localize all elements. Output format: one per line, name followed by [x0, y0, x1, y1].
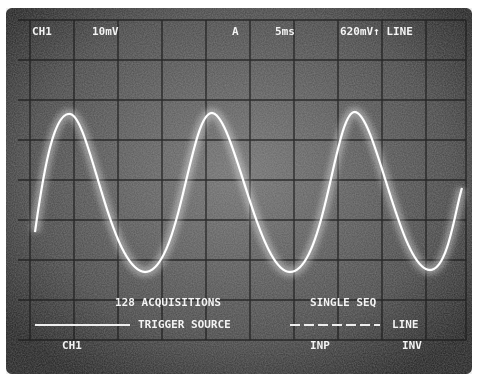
menu-title: TRIGGER SOURCE	[138, 318, 231, 331]
acquisition-mode: SINGLE SEQ	[310, 296, 377, 309]
acquisition-status: 128 ACQUISITIONS	[115, 296, 221, 309]
channel-label: CH1	[32, 25, 52, 38]
time-per-div: 5ms	[275, 25, 295, 38]
volts-per-div: 10mV	[92, 25, 119, 38]
menu-button[interactable]: INP	[310, 339, 330, 352]
page: CH1 10mV A 5ms 620mV↑ LINE 128 ACQUISITI…	[0, 0, 477, 383]
menu-button[interactable]: INV	[402, 339, 422, 352]
timebase-label: A	[232, 25, 239, 38]
menu-setting: LINE	[392, 318, 419, 331]
trigger-readout: 620mV↑ LINE	[340, 25, 413, 38]
menu-button[interactable]: CH1	[62, 339, 82, 352]
oscilloscope-photo: CH1 10mV A 5ms 620mV↑ LINE 128 ACQUISITI…	[0, 0, 477, 383]
